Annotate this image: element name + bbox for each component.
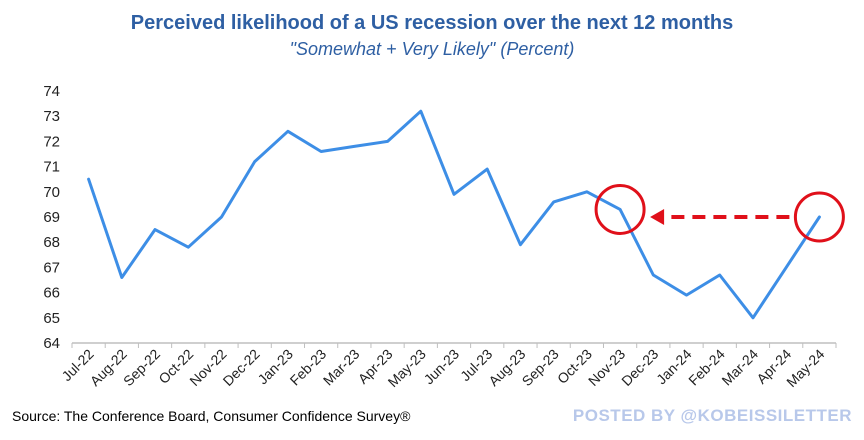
annotation-layer [594,183,845,243]
x-tick-label: Dec-22 [220,346,263,389]
y-tick-label: 71 [43,159,60,176]
y-tick-label: 69 [43,209,60,226]
x-tick-label: Mar-23 [320,346,363,389]
x-tick-label: Mar-24 [718,346,761,389]
watermark: POSTED BY @KOBEISSILETTER [573,406,852,425]
arrow-head [650,209,665,225]
y-tick-label: 68 [43,234,60,251]
y-tick-label: 64 [43,335,60,352]
source-note: Source: The Conference Board, Consumer C… [12,408,411,424]
x-tick-label: Feb-23 [287,346,330,389]
y-tick-label: 67 [43,259,60,276]
highlight-circle [594,183,646,235]
y-tick-label: 72 [43,133,60,150]
y-tick-label: 70 [43,184,60,201]
y-axis: 64 65 66 67 68 69 70 71 72 73 74 [43,83,60,352]
series-layer [87,109,821,320]
x-axis: Jul-22Aug-22Sep-22Oct-22Nov-22Dec-22Jan-… [58,342,837,390]
x-tick-label: Feb-24 [685,346,728,389]
highlight-circle [793,191,845,243]
x-tick-label: Sep-23 [519,346,562,389]
series-line [87,109,821,320]
x-tick-label: Jun-23 [421,346,463,388]
x-tick-label: Sep-22 [120,346,163,389]
x-tick-label: May-24 [783,346,827,390]
chart-subtitle: "Somewhat + Very Likely" (Percent) [290,39,575,59]
y-tick-label: 73 [43,108,60,125]
y-tick-label: 66 [43,285,60,302]
y-tick-label: 65 [43,310,60,327]
chart-title: Perceived likelihood of a US recession o… [131,12,733,34]
x-tick-label: Dec-23 [618,346,661,389]
x-tick-label: May-23 [385,346,429,390]
y-tick-label: 74 [43,83,60,100]
